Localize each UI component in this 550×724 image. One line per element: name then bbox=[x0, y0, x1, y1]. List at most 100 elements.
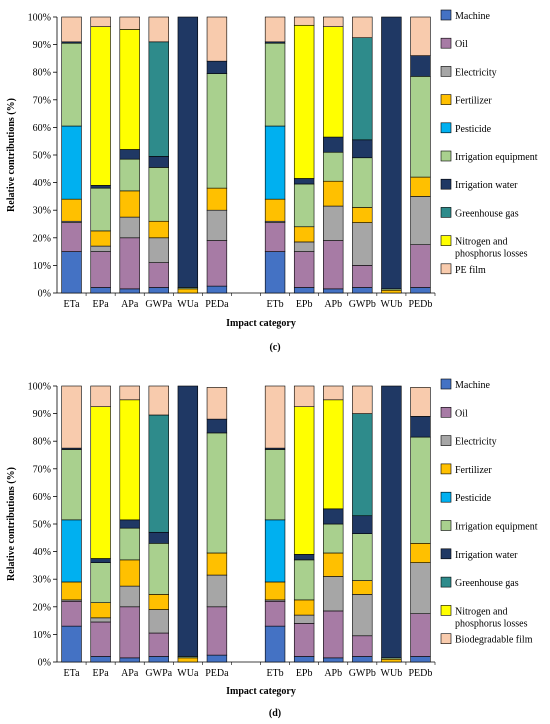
legend-label: Electricity bbox=[455, 437, 497, 448]
bar-segment bbox=[206, 16, 228, 62]
bar-segment bbox=[352, 16, 373, 39]
legend-swatch bbox=[440, 37, 452, 49]
bar-segment bbox=[148, 609, 169, 634]
bar-segment bbox=[323, 180, 344, 207]
bar-segment bbox=[264, 16, 286, 43]
legend-label: Irrigation water bbox=[455, 550, 518, 561]
bar-segment bbox=[61, 625, 82, 663]
chart-panel-2: 0% 10% 20% 30% 40% 50% 60% 70% 80% 90% 100% ETa EPa A… bbox=[6, 378, 538, 719]
bar-segment bbox=[352, 287, 373, 294]
bar-segment bbox=[352, 265, 373, 288]
bar-segment bbox=[177, 657, 199, 663]
bar-segment bbox=[148, 531, 169, 544]
x-tick-label: EPa bbox=[93, 668, 110, 679]
bar-segment bbox=[90, 656, 111, 663]
y-tick-label: 90% bbox=[33, 40, 51, 51]
bar-segment bbox=[293, 183, 315, 228]
bar-segment bbox=[352, 580, 373, 595]
bar-segment bbox=[61, 42, 82, 127]
x-tick-label: EPb bbox=[296, 299, 313, 310]
bar-segment bbox=[323, 523, 344, 554]
bar-segment bbox=[90, 187, 111, 232]
x-tick-label: ETa bbox=[64, 299, 81, 310]
y-tick-label: 40% bbox=[33, 178, 51, 189]
bar-segment bbox=[90, 16, 111, 27]
x-tick-label: WUa bbox=[177, 668, 199, 679]
bar-segment bbox=[206, 285, 228, 294]
bar-segment bbox=[148, 167, 169, 222]
bar-segment bbox=[206, 240, 228, 287]
x-tick-label: ETa bbox=[64, 668, 81, 679]
bar-segment bbox=[148, 220, 169, 239]
bar-segment bbox=[293, 251, 315, 288]
bar-segment bbox=[293, 559, 315, 601]
bar-segment bbox=[90, 602, 111, 619]
x-tick-label: EPb bbox=[296, 668, 313, 679]
x-tick-label: GWPb bbox=[349, 299, 376, 310]
bar-segment bbox=[206, 209, 228, 241]
bar-segment bbox=[90, 385, 111, 408]
bar-segment bbox=[352, 533, 373, 581]
bar-segment bbox=[119, 399, 140, 521]
bar-segment bbox=[410, 16, 431, 56]
bar-segment bbox=[264, 198, 286, 222]
bar-segment bbox=[206, 418, 228, 434]
bar-segment bbox=[352, 157, 373, 208]
legend-swatch bbox=[440, 520, 452, 531]
bar-segment bbox=[90, 26, 111, 186]
bar-segment bbox=[148, 262, 169, 288]
bar-segment bbox=[119, 237, 140, 290]
bar-segment bbox=[323, 26, 344, 138]
bar-segment bbox=[323, 657, 344, 663]
chart-panel-1: 0% 10% 20% 30% 40% 50% 60% 70% 80% 90% 100% ETa EPa A… bbox=[6, 9, 538, 353]
legend-label-line: Nitrogen and bbox=[455, 606, 508, 617]
y-tick-label: 80% bbox=[33, 68, 51, 79]
bar-segment bbox=[293, 623, 315, 657]
y-tick-label: 20% bbox=[33, 602, 51, 613]
bar-segment bbox=[119, 29, 140, 150]
legend: Machine Oil Electricity Fertilizer Pesticide… bbox=[440, 9, 538, 276]
x-tick-label: PEDb bbox=[409, 299, 433, 310]
bar-segment bbox=[352, 385, 373, 414]
bar-segment bbox=[119, 527, 140, 561]
x-tick-label: APb bbox=[324, 299, 342, 310]
bar-segment bbox=[206, 387, 228, 420]
bar-segment bbox=[61, 600, 82, 627]
bar-segment bbox=[323, 399, 344, 510]
bar-segment bbox=[148, 632, 169, 657]
bar-segment bbox=[61, 251, 82, 294]
bar-segment bbox=[352, 139, 373, 159]
bar-segment bbox=[90, 287, 111, 294]
bar-segment bbox=[352, 222, 373, 266]
bar-segment bbox=[293, 385, 315, 408]
bar-segment bbox=[410, 436, 431, 544]
legend: Machine Oil Electricity Fertilizer Pesticide… bbox=[440, 378, 538, 646]
legend-label-line: phosphorus losses bbox=[455, 618, 528, 629]
bar-segment bbox=[148, 156, 169, 168]
bar-segment bbox=[293, 406, 315, 555]
bar-segment bbox=[61, 198, 82, 222]
y-tick-label: 10% bbox=[33, 630, 51, 641]
x-tick-label: GWPa bbox=[145, 668, 172, 679]
legend-swatch bbox=[440, 263, 452, 275]
bar-segment bbox=[61, 16, 82, 43]
x-axis-title: Impact category bbox=[226, 318, 296, 329]
bar-segment bbox=[323, 205, 344, 241]
bar-segment bbox=[148, 414, 169, 533]
bar-segment bbox=[323, 610, 344, 659]
x-tick-label: WUb bbox=[381, 299, 403, 310]
bar-segment bbox=[148, 543, 169, 595]
bar-segment bbox=[90, 617, 111, 623]
bar-segment bbox=[323, 385, 344, 401]
y-tick-label: 50% bbox=[33, 151, 51, 162]
bar-segment bbox=[381, 16, 402, 290]
y-tick-label: 30% bbox=[33, 575, 51, 586]
x-tick-label: GWPa bbox=[145, 299, 172, 310]
bar-segment bbox=[264, 222, 286, 252]
y-tick-label: 70% bbox=[33, 464, 51, 475]
bar-segment bbox=[352, 656, 373, 663]
bar-segment bbox=[119, 16, 140, 30]
bar-segment bbox=[410, 562, 431, 615]
bar-segment bbox=[148, 16, 169, 43]
bar-segment bbox=[293, 24, 315, 179]
